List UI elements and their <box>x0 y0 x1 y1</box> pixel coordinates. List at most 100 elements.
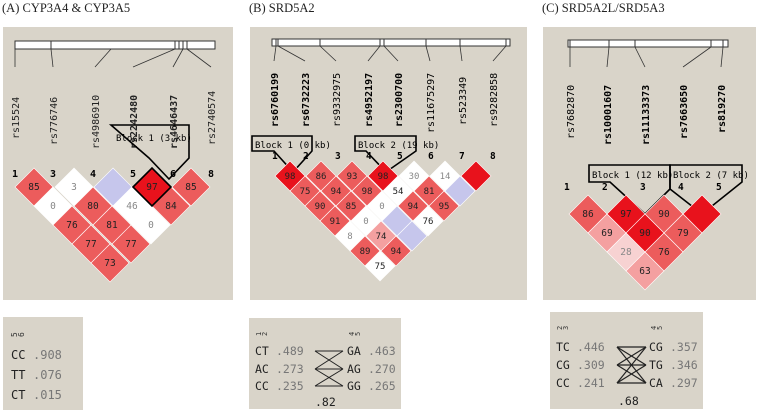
haplotype-frequency: .076 <box>33 368 62 382</box>
haplotype: AG <box>347 362 361 376</box>
haplotype-frequency: .270 <box>368 362 396 376</box>
haplotype-frequency: .265 <box>368 379 396 393</box>
snp-connector-lines <box>569 46 724 68</box>
marker-number: 6 <box>428 151 434 162</box>
haplotype-frequency: .015 <box>33 388 62 402</box>
snp-label: rs6760199 <box>270 73 281 127</box>
ld-value: 98 <box>362 187 373 197</box>
hap-marker-number: 5 <box>656 326 664 330</box>
marker-numbers: 1 2 3 4 5 <box>564 182 722 193</box>
ld-value: 98 <box>285 172 296 182</box>
marker-number: 2 <box>303 151 309 162</box>
haplotype: AC <box>255 362 269 376</box>
ld-cell <box>131 205 171 245</box>
panel-b-haplotypes: 1 2 4 5 CT .489 AC .273 CC .235 GA .463 … <box>249 318 401 409</box>
hap-marker-number: 6 <box>17 332 26 337</box>
haplotype: CG <box>649 340 663 354</box>
snp-label: rs4646437 <box>169 95 180 149</box>
haplotype: GA <box>347 344 361 358</box>
ld-value: 98 <box>378 172 389 182</box>
marker-number: 2 <box>602 182 608 193</box>
haplotype-frequency: .309 <box>577 358 605 372</box>
ld-value: 90 <box>315 202 326 212</box>
haplotype: TG <box>649 358 663 372</box>
haplotype-frequency: .489 <box>276 344 304 358</box>
snp-label: rs11675297 <box>426 73 437 133</box>
haplotype-frequency: .446 <box>577 340 605 354</box>
haplotype-frequency: .241 <box>577 376 605 390</box>
position-ticks <box>50 41 188 49</box>
haplotype: GG <box>347 379 361 393</box>
snp-label: rs2300700 <box>394 73 405 127</box>
snp-label: rs2740574 <box>207 91 218 145</box>
hap-marker-number: 4 <box>650 326 658 330</box>
marker-number: 4 <box>366 151 372 162</box>
ld-cell <box>412 205 444 237</box>
snp-label: rs7682870 <box>566 85 577 139</box>
marker-number: 3 <box>640 182 646 193</box>
ld-value: 28 <box>620 247 632 258</box>
ld-value: 77 <box>125 239 136 250</box>
ld-value: 84 <box>165 201 177 212</box>
ld-cell <box>111 224 151 264</box>
panel-a-haplotypes: 5 6 CC .908 TT .076 CT .015 <box>3 317 83 410</box>
panel-c-haplotypes: 2 3 4 5 TC .446 CG .309 CC .241 CG .357 … <box>550 312 703 409</box>
ld-value: 90 <box>639 228 651 239</box>
ld-value: 69 <box>601 228 613 239</box>
haplotype-connections <box>616 346 647 384</box>
snp-label: rs776746 <box>49 97 60 145</box>
block-label: Block 1 (3 kb) <box>116 134 192 144</box>
haplotype-frequency: .357 <box>670 340 698 354</box>
ld-cell <box>396 220 428 252</box>
marker-number: 3 <box>50 169 56 180</box>
ld-value: 81 <box>424 187 435 197</box>
snp-label: rs2242480 <box>129 95 140 149</box>
marker-number: 5 <box>130 169 136 180</box>
haplotype-frequency: .297 <box>670 376 698 390</box>
marker-number: 8 <box>208 169 214 180</box>
block-label: Block 1 (12 kb) <box>592 171 673 181</box>
position-ticks <box>275 39 507 46</box>
ld-value: 95 <box>439 202 450 212</box>
ld-value: 0 <box>379 202 384 212</box>
marker-number: 4 <box>90 169 96 180</box>
chromosome-bar <box>567 39 729 48</box>
snp-label: rs523349 <box>458 77 469 125</box>
hap-marker-number: 5 <box>354 332 362 336</box>
snp-label: rs9282858 <box>489 73 500 127</box>
ld-value: 63 <box>639 266 650 277</box>
marker-numbers: 1 2 3 4 5 6 7 8 <box>272 151 496 162</box>
ld-matrix <box>568 194 722 291</box>
position-ticks <box>569 40 724 47</box>
ld-value: 89 <box>360 247 371 257</box>
ld-cell <box>428 190 460 222</box>
snp-label: rs15524 <box>11 97 22 139</box>
snp-label: rs6732223 <box>301 73 312 127</box>
haplotype: TC <box>556 340 570 354</box>
ld-cell <box>625 251 665 291</box>
panel-c-title: (C) SRD5A2L/SRD5A3 <box>542 1 665 15</box>
ld-value: 0 <box>363 217 368 227</box>
hap-marker-number: 2 <box>556 326 564 330</box>
ld-value: 8 <box>347 232 352 242</box>
haplotype: CT <box>11 388 25 402</box>
haplotype-connections <box>314 350 344 387</box>
panel-a-title: (A) CYP3A4 & CYP3A5 <box>2 1 131 15</box>
ld-value: 85 <box>346 202 357 212</box>
panel-b-title: (B) SRD5A2 <box>249 1 315 15</box>
ld-value: 0 <box>148 220 154 231</box>
ld-value: 73 <box>104 258 115 269</box>
ld-cell <box>444 175 476 207</box>
ld-value: 86 <box>316 172 327 182</box>
ld-value: 85 <box>28 182 39 193</box>
ld-value: 75 <box>375 262 386 272</box>
haplotype: TT <box>11 368 25 382</box>
marker-number: 8 <box>490 151 496 162</box>
snp-label: rs7663650 <box>679 85 690 139</box>
ld-value: 97 <box>146 182 157 193</box>
haplotype: CC <box>255 379 269 393</box>
ld-cell <box>171 167 211 207</box>
ld-value: 79 <box>677 228 689 239</box>
ld-value: 14 <box>440 172 451 182</box>
ld-block-triangle <box>131 166 173 208</box>
